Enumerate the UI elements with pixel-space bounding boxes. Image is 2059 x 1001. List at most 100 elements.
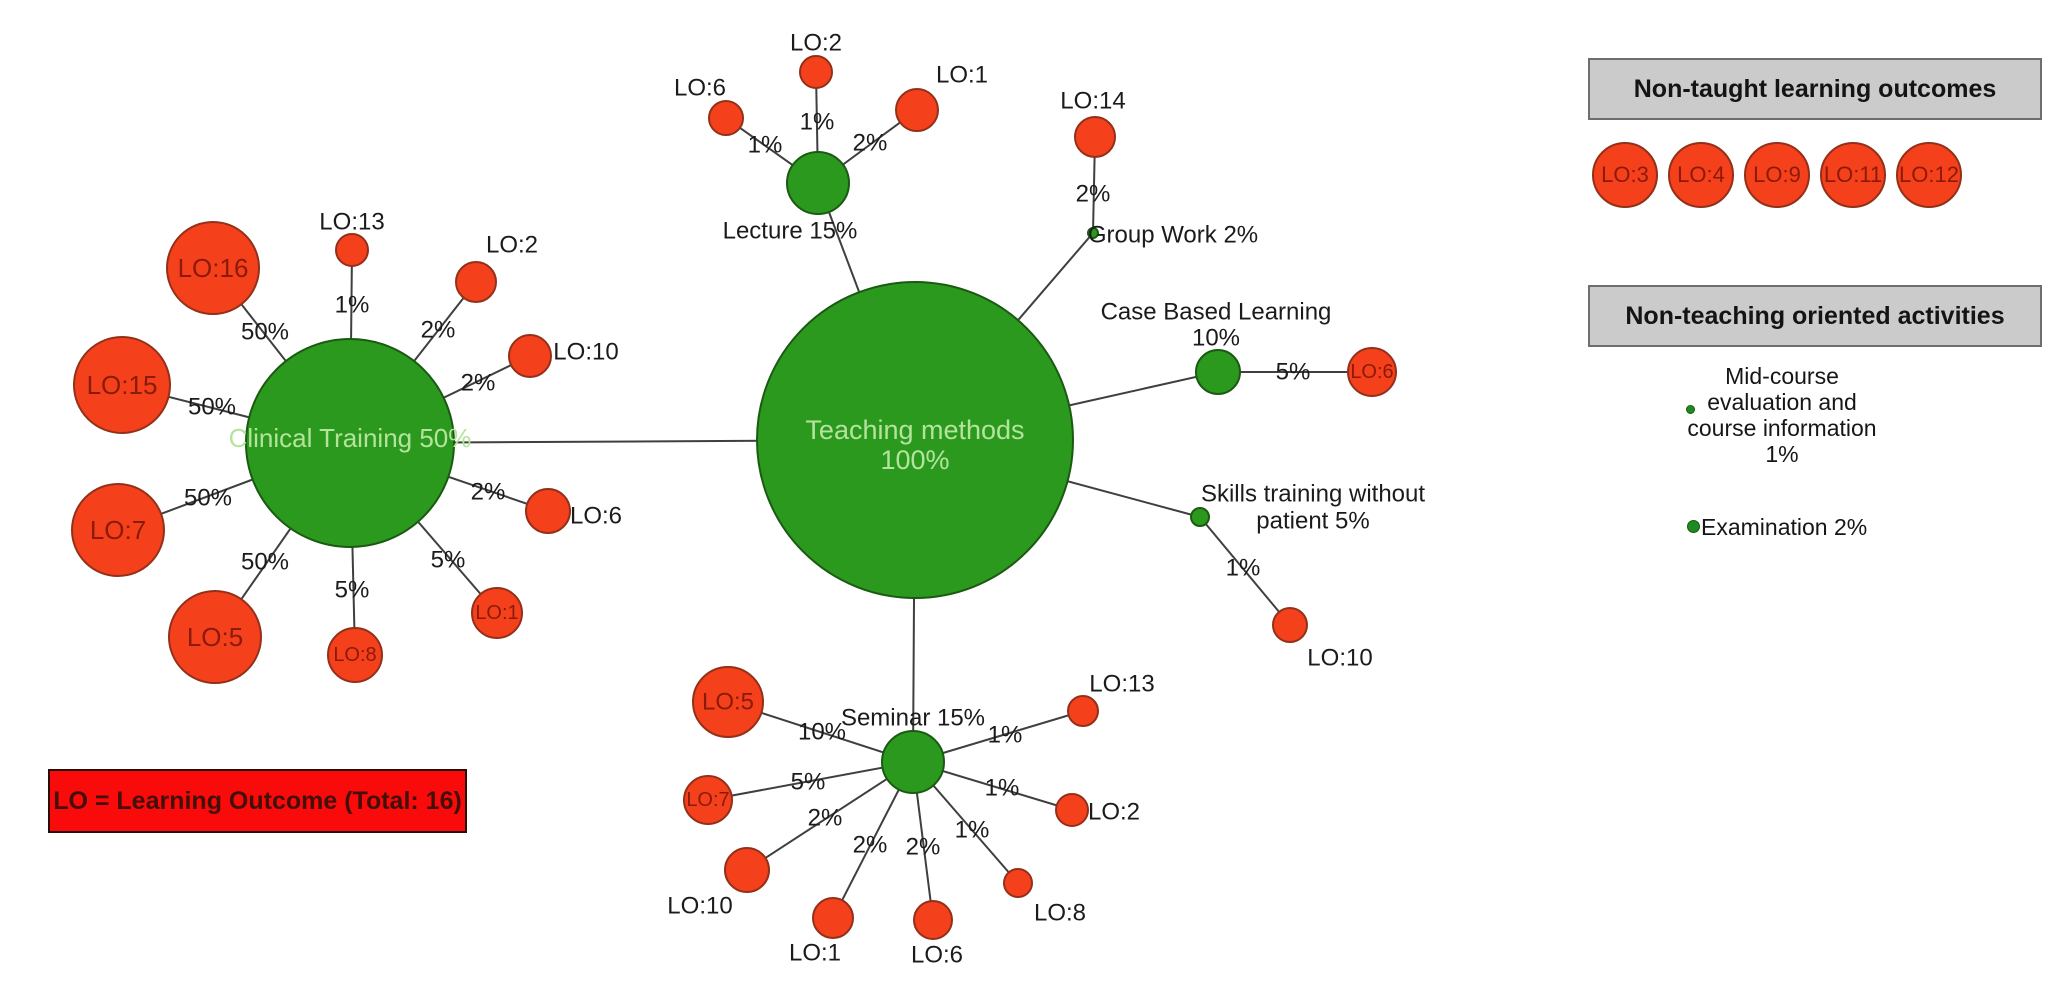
edge-seminar-lo7: [707, 761, 914, 801]
legend-header-non-teaching: Non-teaching oriented activities: [1588, 285, 2042, 347]
lecture-lo6-pct-label: 1%: [748, 132, 783, 159]
node-seminar-lo5: [692, 666, 764, 738]
node-group-work: [1087, 227, 1099, 239]
node-seminar-lo7: [683, 775, 733, 825]
edge-seminar-lo10: [746, 761, 914, 871]
clinical-training-lo7-label: LO:7: [90, 515, 146, 545]
node-clinical-training: [245, 338, 455, 548]
clinical-training-lo15-pct-label: 50%: [188, 394, 236, 421]
node-seminar-lo8: [1003, 868, 1033, 898]
node-clinical-training-lo6: [525, 488, 571, 534]
clinical-training-lo5-pct-label: 50%: [241, 549, 289, 576]
lecture-label-1: Lecture 15%: [723, 218, 858, 245]
teaching-methods-label-2: 100%: [880, 445, 949, 475]
node-lecture: [786, 151, 850, 215]
seminar-lo8-label: LO:8: [1034, 900, 1086, 927]
node-seminar-lo13: [1067, 695, 1099, 727]
clinical-training-lo10-pct-label: 2%: [461, 370, 496, 397]
mid-course-line-3: course information: [1687, 415, 1877, 441]
node-clinical-training-lo5: [168, 590, 262, 684]
lecture-lo1-label: LO:1: [936, 62, 988, 89]
clinical-training-lo16-label: LO:16: [178, 253, 249, 283]
node-clinical-training-lo2: [455, 261, 497, 303]
seminar-lo10-pct-label: 2%: [808, 805, 843, 832]
clinical-training-lo8-label: LO:8: [333, 644, 376, 666]
clinical-training-label-1: Clinical Training 50%: [229, 423, 472, 453]
edge-skills-training-without-patient-lo10: [1199, 516, 1291, 626]
seminar-lo13-pct-label: 1%: [988, 722, 1023, 749]
footnote-lo-definition: LO = Learning Outcome (Total: 16): [48, 769, 467, 833]
node-case-based-learning-lo6: [1347, 347, 1397, 397]
node-seminar-lo1: [812, 897, 854, 939]
clinical-training-lo1-label: LO:1: [475, 602, 518, 624]
node-clinical-training-lo10: [508, 334, 552, 378]
clinical-training-lo1-pct-label: 5%: [431, 547, 466, 574]
node-case-based-learning: [1195, 349, 1241, 395]
clinical-training-lo2-label: LO:2: [486, 232, 538, 259]
lecture-lo2-pct-label: 1%: [800, 109, 835, 136]
skills-training-without-patient-label-1: Skills training without: [1201, 481, 1425, 508]
examination-legend: Examination 2%: [1701, 514, 1868, 540]
mid-course-dot-icon: [1686, 405, 1695, 414]
group-work-lo14-label: LO:14: [1060, 88, 1125, 115]
node-group-work-lo14: [1074, 116, 1116, 158]
node-teaching-methods: [756, 281, 1074, 599]
node-skills-training-without-patient-lo10: [1272, 607, 1308, 643]
seminar-lo2-pct-label: 1%: [985, 775, 1020, 802]
seminar-lo6-pct-label: 2%: [906, 834, 941, 861]
clinical-training-lo16-pct-label: 50%: [241, 319, 289, 346]
clinical-training-lo10-label: LO:10: [553, 339, 618, 366]
clinical-training-lo6-pct-label: 2%: [471, 479, 506, 506]
clinical-training-lo8-pct-label: 5%: [335, 577, 370, 604]
node-lecture-lo6: [708, 100, 744, 136]
node-lecture-lo2: [799, 55, 833, 89]
seminar-lo2-label: LO:2: [1088, 799, 1140, 826]
group-work-label-1: Group Work 2%: [1088, 222, 1258, 249]
node-seminar-lo2: [1055, 793, 1089, 827]
clinical-training-lo15-label: LO:15: [87, 370, 158, 400]
seminar-lo1-label: LO:1: [789, 940, 841, 967]
node-clinical-training-lo7: [71, 483, 165, 577]
mid-course-line-1: Mid-course: [1725, 363, 1839, 389]
clinical-training-lo7-pct-label: 50%: [184, 485, 232, 512]
clinical-training-lo2-pct-label: 2%: [421, 317, 456, 344]
node-clinical-training-lo13: [335, 233, 369, 267]
skills-training-without-patient-label-2: patient 5%: [1256, 508, 1369, 535]
non-taught-badge-lo4: LO:4: [1668, 142, 1734, 208]
lecture-lo1-pct-label: 2%: [853, 130, 888, 157]
seminar-label-1: Seminar 15%: [841, 705, 985, 732]
seminar-lo8-pct-label: 1%: [955, 817, 990, 844]
mid-course-line-2: evaluation and: [1707, 389, 1857, 415]
node-clinical-training-lo15: [73, 336, 171, 434]
node-seminar-lo6: [913, 900, 953, 940]
mid-course-legend: Mid-course evaluation and course informa…: [1662, 363, 1902, 467]
seminar-lo6-label: LO:6: [911, 942, 963, 969]
seminar-lo5-label: LO:5: [702, 689, 754, 716]
clinical-training-lo13-pct-label: 1%: [335, 292, 370, 319]
lecture-lo6-label: LO:6: [674, 75, 726, 102]
non-taught-badges: LO:3 LO:4 LO:9 LO:11 LO:12: [1592, 142, 1962, 208]
clinical-training-lo6-label: LO:6: [570, 503, 622, 530]
non-taught-badge-lo9: LO:9: [1744, 142, 1810, 208]
seminar-lo13-label: LO:13: [1089, 671, 1154, 698]
seminar-lo1-pct-label: 2%: [853, 832, 888, 859]
seminar-lo10-label: LO:10: [667, 893, 732, 920]
node-clinical-training-lo8: [327, 627, 383, 683]
node-skills-training-without-patient: [1190, 507, 1210, 527]
mid-course-line-4: 1%: [1765, 441, 1799, 467]
clinical-training-lo13-label: LO:13: [319, 209, 384, 236]
seminar-lo7-pct-label: 5%: [791, 769, 826, 796]
node-clinical-training-lo1: [471, 587, 523, 639]
node-clinical-training-lo16: [166, 221, 260, 315]
examination-dot-icon: [1687, 520, 1700, 533]
node-seminar-lo10: [724, 847, 770, 893]
seminar-lo5-pct-label: 10%: [798, 719, 846, 746]
legend-header-non-taught: Non-taught learning outcomes: [1588, 58, 2042, 120]
case-based-learning-lo6-pct-label: 5%: [1276, 359, 1311, 386]
seminar-lo7-label: LO:7: [686, 789, 729, 811]
node-seminar: [881, 730, 945, 794]
skills-training-without-patient-lo10-label: LO:10: [1307, 645, 1372, 672]
case-based-learning-label-1: Case Based Learning: [1101, 299, 1332, 326]
